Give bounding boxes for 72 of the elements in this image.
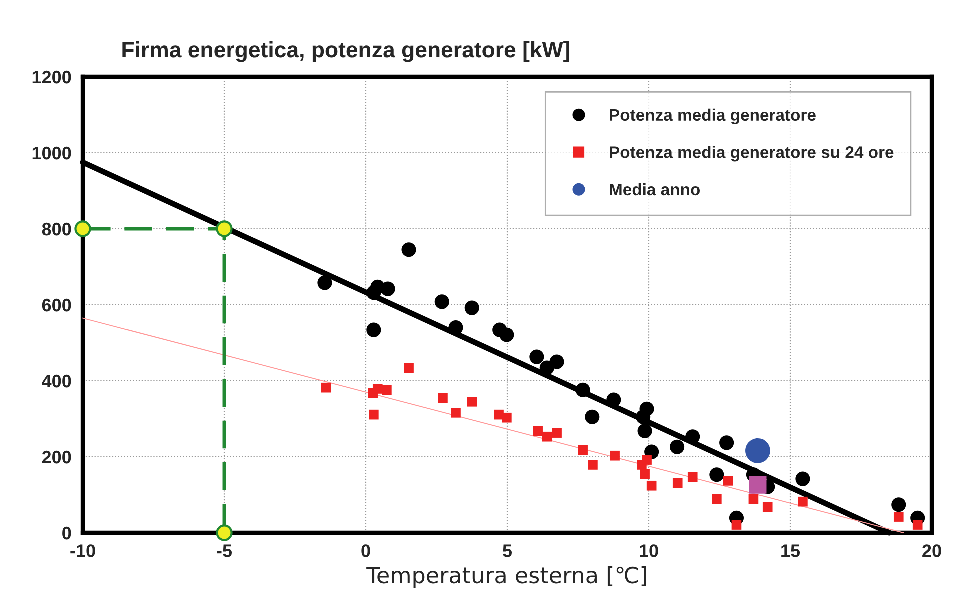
point (710, 468, 724, 482)
point (500, 328, 514, 342)
x-axis-title: Temperatura esterna [℃] (366, 566, 646, 588)
point (530, 350, 544, 364)
y-tick-label: 1200 (32, 70, 72, 84)
point (636, 410, 651, 424)
point (606, 392, 622, 408)
point (723, 476, 734, 486)
point (369, 410, 379, 420)
point (438, 393, 448, 404)
point (467, 396, 478, 407)
x-tick-label: 10 (640, 544, 658, 558)
point (448, 320, 464, 336)
point (712, 494, 722, 504)
point (749, 476, 767, 494)
point (318, 276, 332, 290)
point (552, 428, 562, 438)
y-tick-label: 400 (42, 374, 72, 388)
point (610, 450, 620, 461)
point (585, 410, 600, 424)
point (216, 524, 233, 542)
point (720, 436, 734, 450)
x-tick-label: 20 (922, 544, 942, 558)
point (578, 445, 588, 456)
point (588, 460, 598, 470)
x-tick-label: -10 (70, 544, 96, 558)
point (688, 472, 698, 482)
point (732, 520, 742, 530)
point (642, 455, 652, 465)
y-tick-label: 1000 (32, 146, 72, 160)
legend-label: Media anno (610, 183, 700, 196)
point (550, 354, 564, 370)
x-tick-label: 5 (503, 544, 512, 558)
point (670, 440, 685, 454)
x-tick-label: 15 (782, 544, 800, 558)
point (912, 520, 923, 530)
x-tick-label: 0 (362, 544, 370, 558)
point (533, 426, 543, 436)
point (576, 382, 590, 398)
point (366, 322, 382, 338)
legend-label: Potenza media generatore (610, 108, 816, 124)
y-tick-label: 200 (42, 450, 72, 464)
y-tick-label: 800 (42, 222, 72, 236)
x-tick-label: -5 (217, 544, 232, 558)
point (894, 512, 904, 522)
point (451, 408, 461, 418)
point (762, 502, 773, 512)
point (892, 498, 906, 512)
point (542, 432, 552, 442)
point (640, 469, 650, 480)
point (796, 472, 810, 486)
legend-label: Potenza media generatore su 24 ore (610, 146, 894, 162)
point (321, 382, 332, 393)
y-tick-label: 600 (42, 298, 72, 312)
point (798, 496, 808, 507)
point (216, 220, 233, 238)
point (748, 494, 759, 504)
point (672, 478, 683, 488)
point (638, 424, 652, 438)
point (646, 480, 657, 491)
point (402, 242, 416, 258)
point (74, 220, 92, 238)
point (380, 282, 396, 296)
point (372, 384, 383, 394)
point (464, 300, 480, 316)
point (404, 363, 414, 373)
point (502, 412, 512, 423)
point (746, 438, 770, 464)
point (434, 294, 450, 310)
point (382, 385, 392, 396)
y-tick-label: 0 (62, 526, 72, 540)
chart-title: Firma energetica, potenza generatore [kW] (122, 41, 570, 62)
